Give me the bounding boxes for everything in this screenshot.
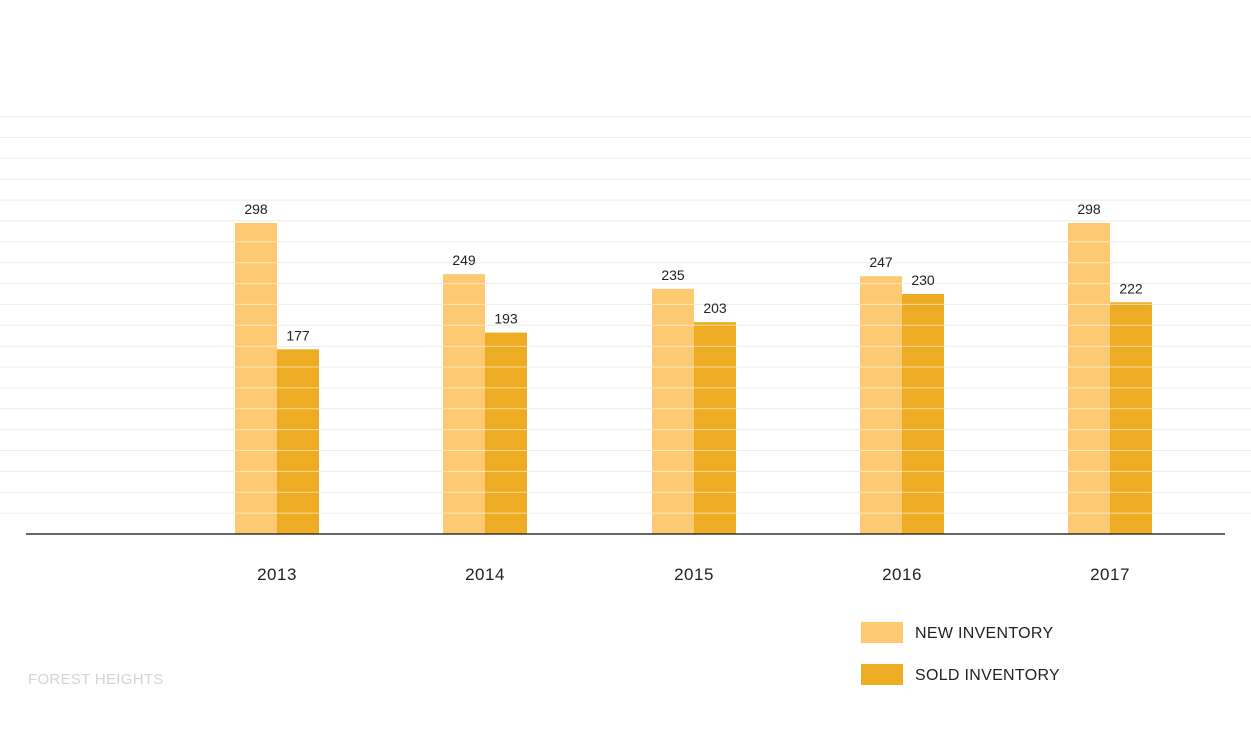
x-tick-label: 2015	[674, 565, 714, 584]
x-tick-label: 2017	[1090, 565, 1130, 584]
legend-swatch	[861, 622, 903, 643]
bars	[235, 223, 1152, 534]
legend-label: NEW INVENTORY	[915, 625, 1053, 642]
bar-new-inventory-2013	[235, 223, 277, 534]
footer-label: FOREST HEIGHTS	[28, 671, 164, 688]
legend-swatch	[861, 664, 903, 685]
bar-value-label: 222	[1119, 280, 1143, 296]
x-tick-label: 2013	[257, 565, 297, 584]
bar-sold-inventory-2014	[485, 332, 527, 534]
legend-label: SOLD INVENTORY	[915, 667, 1060, 684]
bar-new-inventory-2017	[1068, 223, 1110, 534]
bar-sold-inventory-2016	[902, 294, 944, 534]
bar-value-label: 235	[661, 267, 685, 283]
bar-sold-inventory-2015	[694, 322, 736, 534]
bar-new-inventory-2016	[860, 276, 902, 534]
legend: NEW INVENTORY SOLD INVENTORY	[861, 622, 1060, 685]
gridlines	[0, 116, 1251, 514]
bar-new-inventory-2014	[443, 274, 485, 534]
x-tick-label: 2014	[465, 565, 505, 584]
x-tick-labels: 2013 2014 2015 2016 2017	[257, 565, 1130, 584]
bar-value-label: 177	[286, 327, 310, 343]
bar-sold-inventory-2013	[277, 349, 319, 534]
bar-new-inventory-2015	[652, 288, 694, 534]
bar-value-label: 247	[869, 254, 893, 270]
bar-sold-inventory-2017	[1110, 302, 1152, 534]
x-tick-label: 2016	[882, 565, 922, 584]
bar-value-label: 193	[494, 311, 518, 327]
bar-value-labels: 298 177 249 193 235 203 247 230 298 222	[244, 201, 1143, 343]
bar-value-label: 230	[911, 272, 935, 288]
bar-value-label: 249	[452, 252, 476, 268]
bar-value-label: 298	[244, 201, 268, 217]
bar-value-label: 298	[1077, 201, 1101, 217]
bar-value-label: 203	[703, 300, 727, 316]
